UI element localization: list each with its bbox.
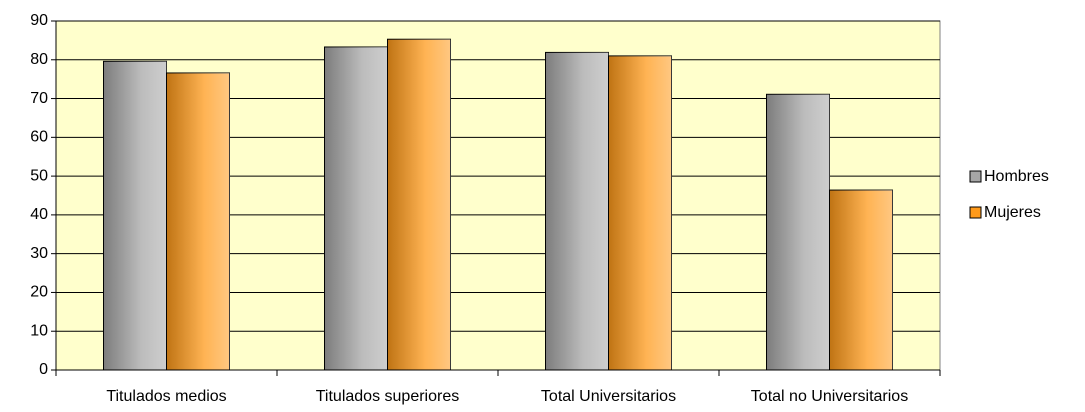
legend-label: Mujeres xyxy=(984,204,1041,221)
x-tick-label: Total Universitarios xyxy=(541,388,676,405)
bar-shade xyxy=(166,72,230,370)
y-tick-label: 40 xyxy=(30,206,48,223)
y-tick-label: 0 xyxy=(39,361,48,378)
bar-shade xyxy=(545,52,609,370)
legend-swatch xyxy=(969,206,982,219)
y-tick-label: 30 xyxy=(30,245,48,262)
y-tick-label: 50 xyxy=(30,167,48,184)
x-tick-label: Titulados medios xyxy=(106,388,226,405)
bar-shade xyxy=(766,94,830,370)
y-tick-label: 70 xyxy=(30,90,48,107)
bar-shade xyxy=(324,46,388,370)
x-tick-label: Total no Universitarios xyxy=(751,388,908,405)
bar-shade xyxy=(608,55,672,371)
bar-shade xyxy=(829,190,893,370)
x-tick-label: Titulados superiores xyxy=(316,388,459,405)
y-tick-label: 80 xyxy=(30,51,48,68)
bar-shade xyxy=(103,61,167,370)
y-tick-label: 60 xyxy=(30,129,48,146)
legend-swatch xyxy=(969,170,982,183)
bar-shade xyxy=(387,39,451,370)
y-tick-label: 20 xyxy=(30,284,48,301)
y-tick-label: 90 xyxy=(30,12,48,29)
y-tick-label: 10 xyxy=(30,322,48,339)
legend-label: Hombres xyxy=(984,168,1049,185)
